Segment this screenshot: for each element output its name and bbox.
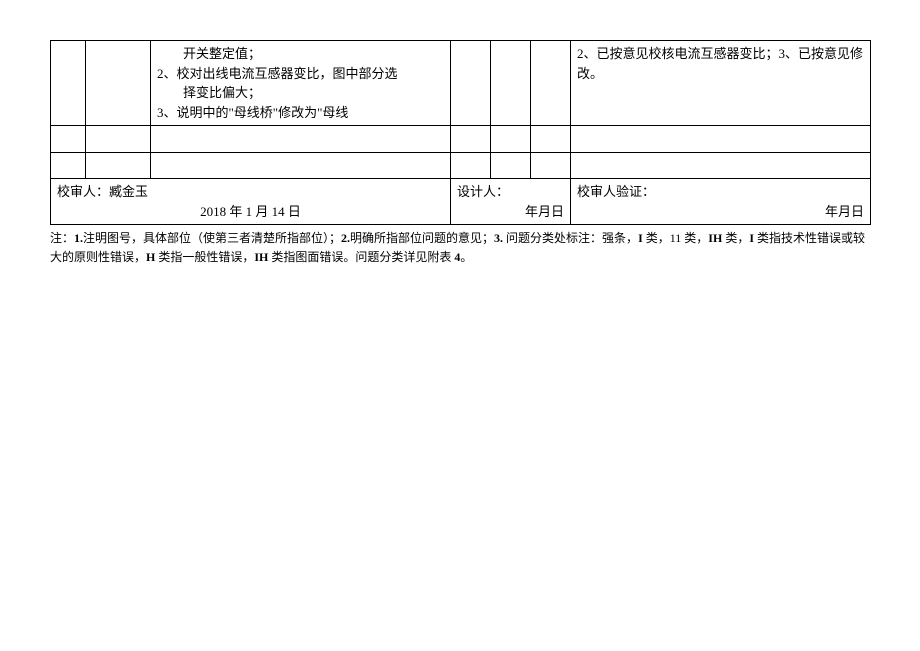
note-bold: IH [254,250,268,264]
cell [86,152,151,179]
verifier-label: 校审人验证： [577,184,655,199]
note-text: 类，11 类， [643,231,709,245]
note-text: 类指一般性错误， [155,250,254,264]
cell [571,152,871,179]
footnote: 注：1.注明图号，具体部位（使第三者清楚所指部位）；2.明确所指部位问题的意见；… [50,229,870,267]
note-num: 1. [74,231,83,245]
cell [451,41,491,126]
reviewer-name: 臧金玉 [109,184,148,199]
cell-response: 2、已按意见校核电流互感器变比；3、已按意见修改。 [571,41,871,126]
table-row [51,152,871,179]
cell [491,152,531,179]
cell [151,126,451,153]
cell [451,126,491,153]
cell [491,126,531,153]
note-num: 3. [494,231,503,245]
cell [571,126,871,153]
note-bold: IH [708,231,722,245]
note-text: 类， [722,231,749,245]
table-row: 开关整定值； 2、校对出线电流互感器变比，图中部分选 择变比偏大； 3、说明中的… [51,41,871,126]
note-bold: H [146,250,155,264]
text-line: 择变比偏大； [157,83,444,103]
cell [51,152,86,179]
note-num: 2. [341,231,350,245]
cell [151,152,451,179]
signature-row: 校审人：臧金玉 2018 年 1 月 14 日 设计人： 年月日 校审人验证： … [51,179,871,225]
note-text: 问题分类处标注：强条， [503,231,638,245]
text-line: 2、已按意见校核电流互感器变比；3、已按意见修改。 [577,46,863,81]
note-text: 注明图号，具体部位（使第三者清楚所指部位）； [83,231,341,245]
cell [491,41,531,126]
cell [86,126,151,153]
cell [451,152,491,179]
cell [531,126,571,153]
designer-label: 设计人： [457,184,509,199]
cell-comments: 开关整定值； 2、校对出线电流互感器变比，图中部分选 择变比偏大； 3、说明中的… [151,41,451,126]
review-table: 开关整定值； 2、校对出线电流互感器变比，图中部分选 择变比偏大； 3、说明中的… [50,40,871,225]
verifier-cell: 校审人验证： 年月日 [571,179,871,225]
designer-cell: 设计人： 年月日 [451,179,571,225]
note-prefix: 注： [50,231,74,245]
note-text: 类指图面错误。问题分类详见附表 [268,250,454,264]
table-row [51,126,871,153]
note-text: 。 [460,250,472,264]
text-line: 开关整定值； [157,44,444,64]
reviewer-label: 校审人： [57,184,109,199]
note-text: 明确所指部位问题的意见； [350,231,494,245]
cell [86,41,151,126]
cell [51,41,86,126]
reviewer-cell: 校审人：臧金玉 2018 年 1 月 14 日 [51,179,451,225]
verifier-date: 年月日 [825,204,864,219]
cell [531,41,571,126]
text-line: 3、说明中的"母线桥"修改为"母线 [157,105,348,120]
cell [51,126,86,153]
reviewer-date: 2018 年 1 月 14 日 [200,204,301,219]
designer-date: 年月日 [525,204,564,219]
text-line: 2、校对出线电流互感器变比，图中部分选 [157,66,398,81]
cell [531,152,571,179]
